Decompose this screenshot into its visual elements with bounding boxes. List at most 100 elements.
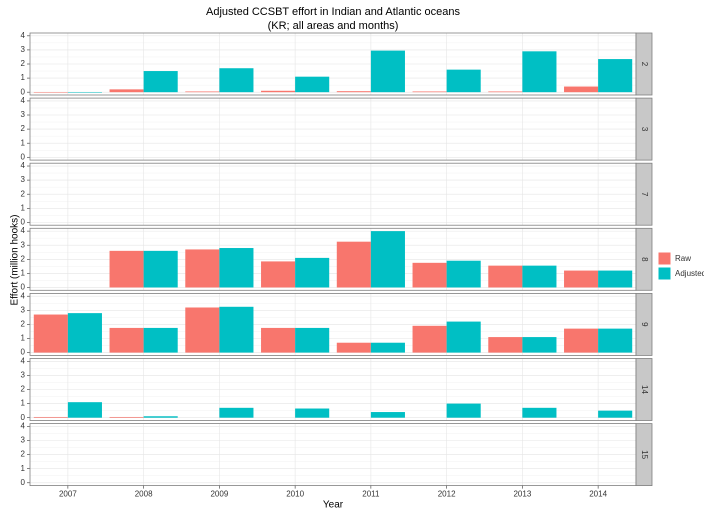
bar — [412, 262, 447, 288]
bar — [109, 89, 144, 93]
legend-label: Raw — [675, 254, 691, 263]
bar — [143, 250, 178, 288]
y-tick-label: 1 — [21, 73, 26, 82]
y-tick-label: 1 — [21, 203, 26, 212]
y-tick-label: 4 — [21, 31, 26, 40]
bar — [33, 416, 68, 418]
chart-title: Adjusted CCSBT effort in Indian and Atla… — [206, 6, 460, 18]
bar — [33, 314, 68, 353]
bar — [412, 325, 447, 353]
bar — [295, 408, 330, 418]
bar — [488, 265, 523, 288]
x-tick-label: 2009 — [210, 490, 228, 499]
y-tick-label: 4 — [21, 422, 26, 431]
y-tick-label: 2 — [21, 124, 26, 133]
strip-label: 14 — [640, 385, 649, 394]
bar — [446, 403, 481, 418]
bar — [219, 407, 254, 418]
y-tick-label: 1 — [21, 464, 26, 473]
bar — [564, 270, 599, 288]
y-tick-label: 2 — [21, 450, 26, 459]
bar — [370, 342, 405, 353]
y-tick-label: 0 — [21, 152, 26, 161]
bar — [412, 91, 447, 93]
strip — [635, 97, 653, 161]
y-tick-label: 1 — [21, 334, 26, 343]
strip — [635, 292, 653, 356]
y-tick-label: 2 — [21, 59, 26, 68]
y-tick-label: 4 — [21, 356, 26, 365]
legend-key — [657, 251, 672, 266]
bar — [219, 248, 254, 288]
x-tick-label: 2011 — [362, 490, 380, 499]
y-tick-label: 0 — [21, 413, 26, 422]
strip-label: 9 — [640, 322, 649, 327]
x-tick-label: 2008 — [135, 490, 153, 499]
bar — [143, 416, 178, 418]
y-tick-label: 2 — [21, 189, 26, 198]
bar — [67, 313, 102, 353]
y-tick-label: 3 — [21, 240, 26, 249]
bar — [522, 265, 557, 288]
y-tick-label: 2 — [21, 320, 26, 329]
y-tick-label: 3 — [21, 371, 26, 380]
y-tick-label: 4 — [21, 226, 26, 235]
legend-key — [657, 266, 672, 281]
strip-label: 2 — [640, 62, 649, 67]
y-tick-label: 4 — [21, 161, 26, 170]
bar — [370, 412, 405, 418]
bar — [598, 59, 633, 93]
bar — [564, 328, 599, 353]
bar — [261, 261, 296, 288]
strip — [635, 227, 653, 291]
y-tick-label: 1 — [21, 399, 26, 408]
x-axis-title: Year — [323, 500, 344, 511]
bar — [370, 50, 405, 93]
x-tick-label: 2013 — [513, 490, 531, 499]
y-tick-label: 2 — [21, 385, 26, 394]
y-tick-label: 0 — [21, 283, 26, 292]
bar — [522, 407, 557, 418]
bar — [488, 91, 523, 93]
bar — [522, 337, 557, 353]
y-tick-label: 0 — [21, 348, 26, 357]
bar — [109, 327, 144, 353]
strip-label: 15 — [640, 450, 649, 459]
y-tick-label: 3 — [21, 436, 26, 445]
bar — [261, 327, 296, 353]
y-axis-title: Effort (million hooks) — [10, 215, 21, 306]
legend-label: Adjusted — [675, 269, 704, 278]
y-tick-label: 1 — [21, 269, 26, 278]
y-tick-label: 0 — [21, 87, 26, 96]
y-tick-label: 3 — [21, 110, 26, 119]
x-tick-label: 2010 — [286, 490, 304, 499]
bar — [446, 69, 481, 93]
bar — [336, 241, 371, 288]
bar — [109, 250, 144, 288]
strip-label: 7 — [640, 192, 649, 197]
strip — [635, 32, 653, 96]
bar — [143, 71, 178, 93]
strip — [635, 423, 653, 487]
y-tick-label: 4 — [21, 291, 26, 300]
bar — [370, 231, 405, 288]
y-tick-label: 3 — [21, 175, 26, 184]
bar — [33, 92, 68, 93]
bar — [598, 328, 633, 353]
bar — [336, 91, 371, 93]
y-tick-label: 1 — [21, 138, 26, 147]
bar — [109, 416, 144, 418]
y-tick-label: 3 — [21, 45, 26, 54]
strip — [635, 358, 653, 421]
x-tick-label: 2007 — [59, 490, 77, 499]
bar — [446, 321, 481, 353]
y-tick-label: 3 — [21, 305, 26, 314]
y-tick-label: 4 — [21, 96, 26, 105]
bar — [261, 90, 296, 93]
bar — [564, 86, 599, 93]
bar — [67, 92, 102, 93]
bar — [446, 260, 481, 288]
strip — [635, 162, 653, 226]
y-tick-label: 2 — [21, 254, 26, 263]
